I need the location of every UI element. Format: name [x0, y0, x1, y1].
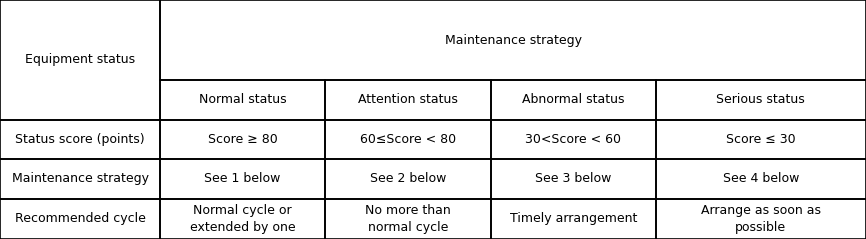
Bar: [160, 120, 325, 159]
Bar: [325, 199, 491, 239]
Bar: [325, 159, 491, 199]
Bar: [656, 80, 866, 120]
Text: 60≤Score < 80: 60≤Score < 80: [360, 133, 456, 146]
Text: Equipment status: Equipment status: [25, 53, 135, 66]
Bar: [656, 199, 866, 239]
Text: Arrange as soon as
possible: Arrange as soon as possible: [701, 204, 821, 234]
Text: Score ≤ 30: Score ≤ 30: [726, 133, 796, 146]
Text: Serious status: Serious status: [716, 93, 805, 106]
Bar: [325, 80, 491, 120]
Bar: [656, 120, 866, 159]
Text: Timely arrangement: Timely arrangement: [509, 212, 637, 225]
Text: See 4 below: See 4 below: [722, 172, 799, 185]
Bar: [491, 159, 656, 199]
Text: Attention status: Attention status: [358, 93, 458, 106]
Bar: [160, 80, 325, 120]
Bar: [0, 199, 160, 239]
Text: See 1 below: See 1 below: [204, 172, 281, 185]
Text: Score ≥ 80: Score ≥ 80: [208, 133, 277, 146]
Bar: [0, 0, 160, 120]
Text: Abnormal status: Abnormal status: [522, 93, 624, 106]
Bar: [656, 159, 866, 199]
Bar: [491, 199, 656, 239]
Bar: [160, 0, 866, 80]
Text: Recommended cycle: Recommended cycle: [15, 212, 145, 225]
Bar: [0, 120, 160, 159]
Bar: [160, 199, 325, 239]
Text: Maintenance strategy: Maintenance strategy: [11, 172, 149, 185]
Text: Normal cycle or
extended by one: Normal cycle or extended by one: [190, 204, 295, 234]
Text: See 3 below: See 3 below: [535, 172, 611, 185]
Text: No more than
normal cycle: No more than normal cycle: [365, 204, 451, 234]
Text: Normal status: Normal status: [198, 93, 287, 106]
Text: See 2 below: See 2 below: [370, 172, 446, 185]
Text: Maintenance strategy: Maintenance strategy: [444, 33, 582, 47]
Text: Status score (points): Status score (points): [16, 133, 145, 146]
Bar: [491, 120, 656, 159]
Bar: [325, 120, 491, 159]
Bar: [491, 80, 656, 120]
Text: 30<Score < 60: 30<Score < 60: [526, 133, 621, 146]
Bar: [160, 159, 325, 199]
Bar: [0, 159, 160, 199]
